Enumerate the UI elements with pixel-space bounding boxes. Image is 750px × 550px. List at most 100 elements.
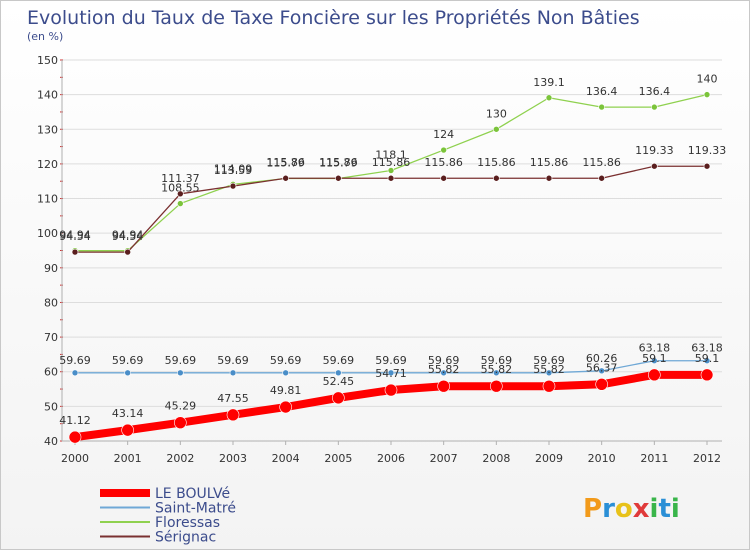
data-label: 124 xyxy=(433,128,454,141)
data-label: 59.69 xyxy=(428,354,460,367)
y-tick-label: 150 xyxy=(37,54,58,67)
data-label: 55.82 xyxy=(428,363,460,376)
x-tick-label: 2002 xyxy=(166,452,194,465)
data-point xyxy=(545,369,553,377)
data-label: 52.45 xyxy=(323,375,355,388)
data-label: 59.69 xyxy=(270,354,302,367)
data-label: 59.69 xyxy=(323,354,355,367)
data-label: 63.18 xyxy=(639,342,671,355)
data-label: 139.1 xyxy=(533,76,565,89)
x-tick-label: 2011 xyxy=(640,452,668,465)
y-tick-label: 60 xyxy=(44,366,58,379)
data-point xyxy=(387,167,395,174)
data-point xyxy=(437,379,450,393)
data-label: 115.86 xyxy=(530,156,569,169)
data-point xyxy=(229,369,237,377)
data-label: 94.94 xyxy=(59,229,91,242)
logo-letter: t xyxy=(658,494,670,524)
data-point xyxy=(335,174,342,182)
data-point xyxy=(703,91,711,98)
data-label: 118.1 xyxy=(375,148,407,161)
data-label: 55.82 xyxy=(533,363,565,376)
data-point xyxy=(124,248,131,256)
data-point xyxy=(648,368,661,382)
data-label: 55.82 xyxy=(481,363,513,376)
data-point xyxy=(335,369,342,377)
data-point xyxy=(700,368,714,382)
data-label: 114.09 xyxy=(214,162,253,175)
data-point xyxy=(703,357,711,365)
data-point xyxy=(121,423,134,437)
data-point xyxy=(177,200,184,207)
chart-title: Evolution du Taux de Taxe Foncière sur l… xyxy=(27,7,640,29)
data-point xyxy=(177,190,184,198)
x-tick-label: 2004 xyxy=(272,452,300,465)
data-label: 60.26 xyxy=(586,352,618,365)
data-label: 115.86 xyxy=(319,156,358,169)
y-tick-label: 140 xyxy=(37,89,58,102)
data-point xyxy=(229,182,237,190)
logo-letter: x xyxy=(633,494,650,524)
data-point xyxy=(71,248,79,256)
logo-letter: r xyxy=(602,494,615,524)
data-label: 113.59 xyxy=(214,164,253,177)
logo-letter: i xyxy=(671,494,680,524)
data-point xyxy=(177,369,184,377)
data-label: 136.4 xyxy=(639,85,671,98)
data-label: 115.86 xyxy=(266,156,305,169)
data-point xyxy=(545,94,553,102)
y-tick-label: 110 xyxy=(37,193,58,206)
data-point xyxy=(490,379,503,393)
data-label: 115.79 xyxy=(319,156,358,169)
data-label: 130 xyxy=(486,107,507,120)
y-tick-label: 120 xyxy=(37,158,58,171)
data-label: 59.69 xyxy=(59,354,91,367)
y-tick-label: 100 xyxy=(37,227,58,240)
data-label: 41.12 xyxy=(59,414,91,427)
logo-letter: P xyxy=(583,494,602,524)
logo-letter: i xyxy=(650,494,659,524)
data-label: 94.94 xyxy=(112,229,144,242)
data-label: 94.54 xyxy=(112,230,144,243)
data-point xyxy=(598,103,605,111)
data-point xyxy=(651,357,658,365)
data-point xyxy=(651,162,658,170)
data-point xyxy=(279,400,292,414)
data-label: 59.69 xyxy=(217,354,249,367)
data-point xyxy=(384,383,398,397)
data-label: 43.14 xyxy=(112,407,144,420)
data-label: 49.81 xyxy=(270,384,302,397)
series-saint-matr-: 59.69 59.69 59.69 59.69 59.69 59.69 59.69 59.69… xyxy=(59,342,723,377)
y-tick-label: 70 xyxy=(44,331,58,344)
data-label: 59.69 xyxy=(165,354,197,367)
data-point xyxy=(493,369,500,377)
proxiti-logo: Proxiti xyxy=(583,494,680,524)
x-tick-label: 2010 xyxy=(588,452,616,465)
data-label: 140 xyxy=(697,73,718,86)
data-label: 45.29 xyxy=(165,400,197,413)
y-tick-label: 130 xyxy=(37,123,58,136)
data-point xyxy=(282,174,289,182)
x-tick-label: 2008 xyxy=(482,452,510,465)
data-point xyxy=(332,391,345,405)
data-point xyxy=(124,369,131,377)
data-label: 63.18 xyxy=(691,342,723,355)
legend-label: LE BOULVé xyxy=(155,486,230,502)
data-label: 119.33 xyxy=(635,144,674,157)
data-point xyxy=(651,103,658,111)
x-tick-label: 2000 xyxy=(61,452,89,465)
y-tick-label: 40 xyxy=(44,435,58,448)
data-label: 54.71 xyxy=(375,367,407,380)
data-point xyxy=(440,174,447,182)
data-point xyxy=(493,174,500,182)
data-point xyxy=(595,378,608,391)
data-label: 59.69 xyxy=(481,354,513,367)
data-label: 59.69 xyxy=(533,354,565,367)
data-point xyxy=(598,174,605,182)
data-point xyxy=(440,146,447,154)
axes: 40 50 60 70 80 90 100 110 120 130 140 150 2000 2001 20… xyxy=(37,54,722,465)
data-label: 136.4 xyxy=(586,85,618,98)
